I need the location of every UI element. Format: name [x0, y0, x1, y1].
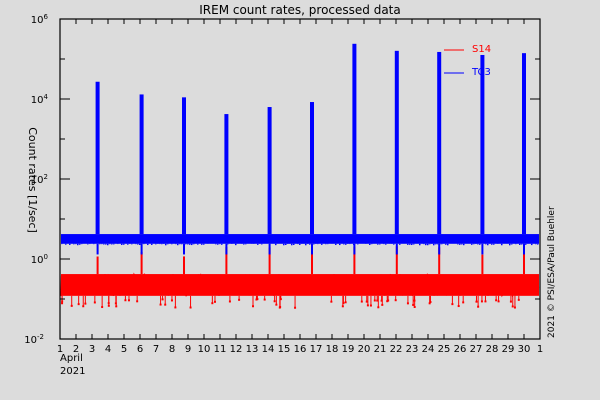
x-tick-label: 1 [57, 344, 63, 355]
x-tick-label: 29 [502, 344, 515, 355]
x-tick-label: 8 [169, 344, 175, 355]
x-tick-label: 5 [121, 344, 127, 355]
legend: S14 TC3 [444, 44, 491, 78]
x-tick-label: 19 [342, 344, 355, 355]
credit-text: 2021 © PSI/ESA/Paul Buehler [547, 206, 557, 338]
x-tick-label: 2 [73, 344, 79, 355]
x-unit-year: 2021 [60, 366, 85, 377]
y-tick-label: 104 [31, 93, 49, 106]
x-tick-label: 13 [246, 344, 259, 355]
y-axis-label: Count rates [1/sec] [26, 127, 39, 233]
axes: 1 2 3 4 5 6 7 8 9 10 11 12 13 14 15 16 17 18 19 20 21 22 23 24 2… [24, 13, 543, 355]
y-tick-label: 100 [31, 253, 48, 266]
plot-data-area [60, 43, 540, 309]
x-tick-label: 16 [294, 344, 307, 355]
series-tc3-peak [310, 102, 314, 235]
x-tick-label: 27 [470, 344, 483, 355]
legend-label-s14: S14 [472, 44, 491, 55]
series-tc3-peak [182, 97, 186, 235]
x-tick-label: 1 [537, 344, 543, 355]
x-tick-label: 12 [230, 344, 243, 355]
x-tick-label: 28 [486, 344, 499, 355]
series-tc3-peak [224, 114, 229, 235]
x-tick-label: 23 [406, 344, 419, 355]
x-tick-label: 9 [185, 344, 191, 355]
y-tick-label: 10-2 [24, 333, 44, 346]
series-s14-band [61, 274, 539, 296]
x-unit-month: April [60, 353, 83, 364]
x-tick-label: 11 [214, 344, 227, 355]
x-tick-label: 20 [358, 344, 371, 355]
x-tick-label: 26 [454, 344, 467, 355]
x-tick-label: 15 [278, 344, 291, 355]
x-tick-label: 22 [390, 344, 403, 355]
x-tick-label: 4 [105, 344, 111, 355]
x-tick-label: 18 [326, 344, 339, 355]
x-tick-label: 17 [310, 344, 323, 355]
x-tick-label: 25 [438, 344, 451, 355]
series-tc3-peak [437, 51, 442, 235]
x-tick-label: 21 [374, 344, 387, 355]
x-tick-label: 30 [518, 344, 531, 355]
x-tick-label: 6 [137, 344, 143, 355]
x-tick-label: 14 [262, 344, 275, 355]
x-tick-label: 24 [422, 344, 435, 355]
series-tc3-peak [522, 53, 526, 235]
x-tick-label: 7 [153, 344, 159, 355]
y-tick-label: 106 [31, 13, 49, 26]
series-tc3-peak [267, 107, 272, 235]
legend-label-tc3: TC3 [471, 67, 491, 78]
series-tc3-peak [480, 54, 485, 235]
series-tc3-band [61, 234, 539, 244]
x-tick-label: 10 [198, 344, 211, 355]
series-tc3-peak [95, 81, 100, 235]
series-tc3-peak [139, 94, 144, 235]
series-tc3-peak [394, 50, 399, 235]
series-tc3-peak [352, 43, 357, 235]
x-tick-label: 3 [89, 344, 95, 355]
chart-title: IREM count rates, processed data [199, 3, 401, 17]
